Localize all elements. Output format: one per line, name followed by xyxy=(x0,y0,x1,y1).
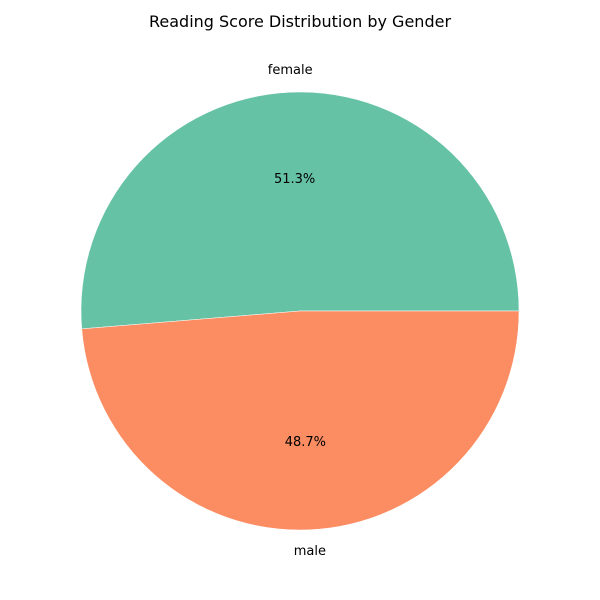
slice-label-male: male xyxy=(294,544,326,559)
percent-label-female: 51.3% xyxy=(274,172,315,187)
percent-label-male: 48.7% xyxy=(285,435,326,450)
pie-slice-male xyxy=(81,310,520,531)
chart-title: Reading Score Distribution by Gender xyxy=(148,12,452,31)
slice-label-female: female xyxy=(268,63,313,78)
pie-slice-female xyxy=(80,91,520,330)
